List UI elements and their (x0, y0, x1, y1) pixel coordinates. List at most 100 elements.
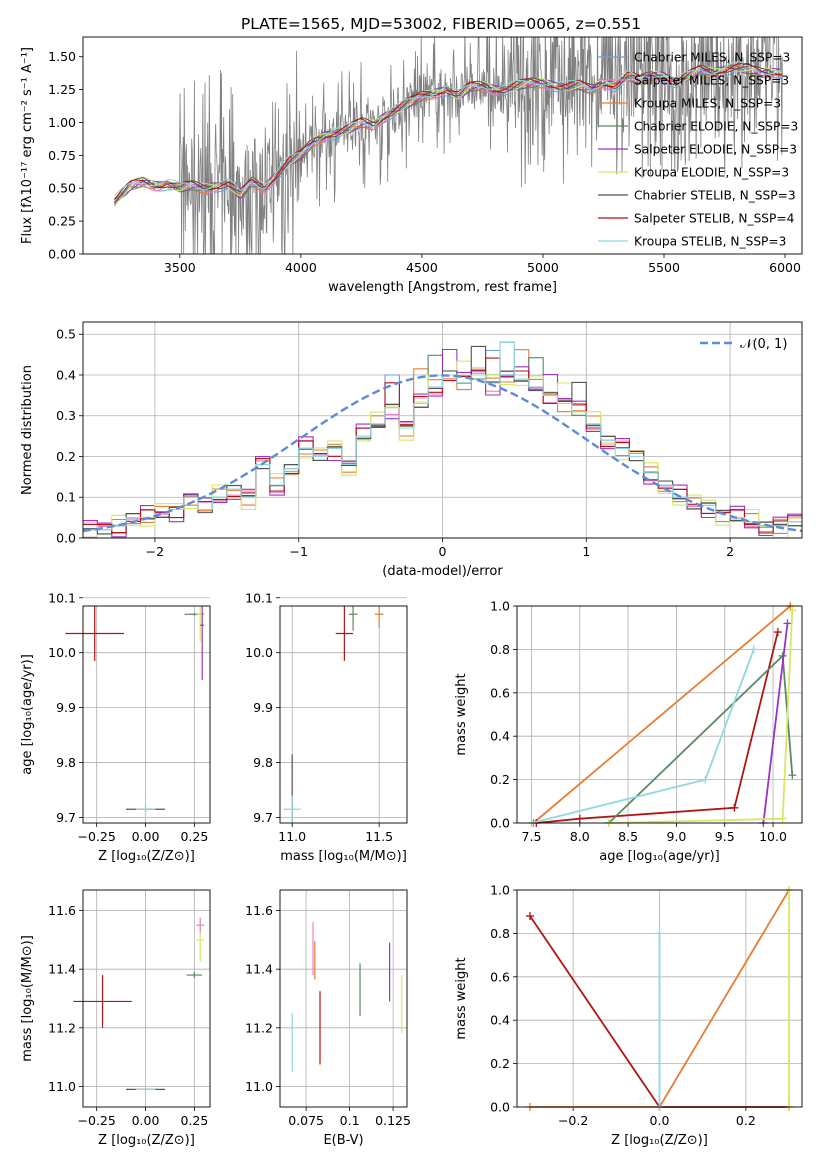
x-axis-label: Z [log₁₀(Z/Z⊙)] (98, 849, 195, 864)
y-tick-label: 11.4 (245, 962, 273, 977)
age_vs_mass-frame (279, 605, 408, 824)
y-tick-label: 0.4 (490, 729, 510, 744)
x-tick-label: 9.5 (715, 829, 735, 844)
x-tick-label: 0.075 (288, 1113, 324, 1128)
legend-label: Kroupa STELIB, N_SSP=3 (634, 235, 786, 249)
weight-marker (525, 912, 534, 921)
x-tick-label: 11.5 (365, 829, 393, 844)
x-tick-label: 11.0 (278, 829, 306, 844)
spectrum-frame (82, 36, 803, 255)
y-tick-label: 11.0 (48, 1079, 76, 1094)
x-tick-label: −0.2 (558, 1113, 588, 1128)
y-axis-label: Normed distribution (20, 365, 35, 495)
x-tick-label: 6000 (769, 260, 801, 275)
y-tick-label: 0.8 (490, 926, 510, 941)
y-axis-label: Flux [fλ10⁻¹⁷ erg cm⁻² s⁻¹ A⁻¹] (20, 47, 35, 244)
y-tick-label: 11.4 (48, 962, 76, 977)
y-tick-label: 9.8 (56, 755, 76, 770)
x-tick-label: 8.0 (570, 829, 590, 844)
x-tick-label: 0.00 (132, 829, 160, 844)
x-tick-label: 0 (439, 544, 447, 559)
y-tick-label: 9.9 (253, 700, 273, 715)
x-tick-label: 5000 (527, 260, 559, 275)
y-tick-label: 0.4 (56, 367, 76, 382)
x-tick-label: 1 (582, 544, 590, 559)
weight-marker (788, 606, 797, 615)
weight-marker (788, 771, 797, 780)
y-axis-label: mass weight (454, 957, 469, 1039)
y-tick-label: 1.25 (48, 82, 76, 97)
weight-marker (701, 775, 710, 784)
mass_vs_ebv-frame (279, 889, 408, 1108)
x-tick-label: 0.125 (375, 1113, 411, 1128)
x-tick-label: 4500 (406, 260, 438, 275)
weight-line (532, 605, 791, 824)
y-tick-label: 0.50 (48, 181, 76, 196)
age_vs_mass-plot-area (283, 606, 384, 823)
y-tick-label: 10.1 (245, 590, 273, 605)
weight-marker (575, 814, 584, 823)
y-axis-label: mass [log₁₀(M/M⊙)] (20, 935, 35, 1062)
y-tick-label: 9.8 (253, 755, 273, 770)
x-tick-label: 0.25 (180, 829, 208, 844)
x-tick-label: 0.0 (650, 1113, 670, 1128)
y-tick-label: 10.1 (48, 590, 76, 605)
y-tick-label: 0.25 (48, 214, 76, 229)
legend-label: Kroupa ELODIE, N_SSP=3 (634, 166, 789, 180)
age_vs_Z-axes: −0.25 0.00 0.25 9.7 9.8 9.9 10.0 10.1 Z [log₁₀(Z… (20, 590, 210, 864)
y-tick-label: 11.0 (245, 1079, 273, 1094)
x-axis-label: Z [log₁₀(Z/Z⊙)] (611, 1133, 708, 1148)
weight_vs_age-frame (516, 605, 803, 824)
x-axis-label: wavelength [Angstrom, rest frame] (328, 280, 557, 295)
weight-line (608, 610, 794, 824)
x-axis-label: E(B-V) (323, 1133, 363, 1148)
normal-distribution-curve (82, 374, 803, 533)
x-axis-label: age [log₁₀(age/yr)] (599, 849, 720, 864)
x-tick-label: 4000 (285, 260, 317, 275)
y-tick-label: 9.7 (253, 810, 273, 825)
weight-marker (783, 619, 792, 628)
y-tick-label: 9.7 (56, 810, 76, 825)
weight-line (762, 623, 789, 824)
age_vs_mass-axes: 11.0 11.5 9.7 9.8 9.9 10.0 10.1 mass [log₁₀(M/M… (245, 590, 407, 864)
y-axis-label: mass weight (454, 673, 469, 755)
residuals-frame (82, 321, 803, 539)
legend-label: Salpeter MILES, N_SSP=3 (634, 74, 789, 88)
mass_vs_Z-frame (82, 889, 211, 1108)
x-tick-label: 10.0 (759, 829, 787, 844)
y-tick-label: 0.5 (56, 327, 76, 342)
mass_vs_Z-axes: −0.25 0.00 0.25 11.0 11.2 11.4 11.6 Z [log₁₀(Z/… (20, 890, 210, 1148)
age_vs_Z-frame (82, 605, 211, 824)
x-axis-label: Z [log₁₀(Z/Z⊙)] (98, 1133, 195, 1148)
weight_vs_age-plot-area (527, 602, 797, 827)
residuals-plot-area (82, 341, 803, 539)
age_vs_Z-plot-area (65, 606, 205, 823)
legend-label: 𝒩(0, 1) (740, 337, 787, 352)
y-tick-label: 1.0 (490, 599, 510, 614)
histogram-step (83, 341, 802, 531)
weight-marker (749, 645, 758, 654)
y-tick-label: 0.00 (48, 247, 76, 262)
y-tick-label: 0.2 (490, 1056, 510, 1071)
y-tick-label: 10.0 (245, 645, 273, 660)
weight_vs_age-axes: 7.5 8.0 8.5 9.0 9.5 10.0 0.0 0.2 0.4 0.6 0.8 1.0 age… (454, 599, 802, 864)
weight_vs_Z-axes: −0.2 0.0 0.2 0.0 0.2 0.4 0.6 0.8 1.0 Z [log₁₀(Z/Z… (454, 883, 802, 1148)
weight-marker (730, 803, 739, 812)
y-tick-label: 9.9 (56, 700, 76, 715)
y-tick-label: 11.6 (245, 903, 273, 918)
x-tick-label: 0.1 (340, 1113, 360, 1128)
y-tick-label: 0.0 (490, 1100, 510, 1115)
y-tick-label: 0.3 (56, 408, 76, 423)
y-tick-label: 0.4 (490, 1013, 510, 1028)
x-tick-label: −0.25 (78, 1113, 116, 1128)
weight-marker (773, 628, 782, 637)
y-axis-label: age [log₁₀(age/yr)] (20, 654, 35, 775)
x-tick-label: 7.5 (522, 829, 542, 844)
x-tick-label: 8.5 (618, 829, 638, 844)
spectrum-axes: 3500 4000 4500 5000 5500 6000 0.00 0.25 0.50 0.75… (20, 47, 801, 295)
weight-marker (655, 929, 664, 938)
x-tick-label: 9.0 (666, 829, 686, 844)
x-axis-label: mass [log₁₀(M/M⊙)] (280, 849, 407, 864)
weight-line (536, 631, 779, 824)
